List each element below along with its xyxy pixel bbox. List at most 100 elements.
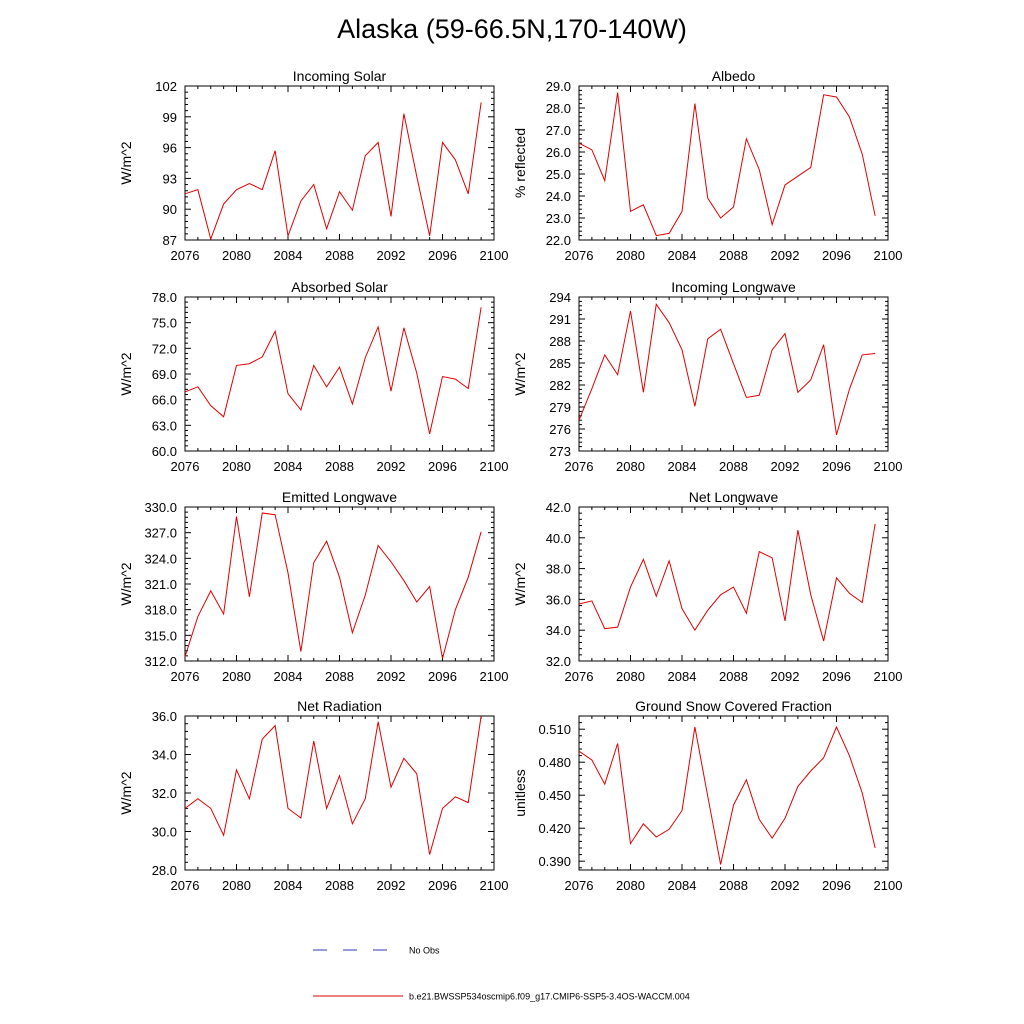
net-longwave-ytick-label: 40.0 (546, 531, 571, 546)
net-radiation-ytick-label: 34.0 (152, 748, 177, 763)
incoming-solar-ytick-label: 93 (163, 171, 177, 186)
incoming-solar-xtick-label: 2088 (325, 248, 354, 263)
emitted-longwave-xtick-label: 2088 (325, 669, 354, 684)
absorbed-solar-xtick-label: 2084 (274, 459, 303, 474)
emitted-longwave-ytick-label: 324.0 (144, 551, 177, 566)
incoming-longwave-ylabel: W/m^2 (512, 352, 528, 395)
emitted-longwave-xtick-label: 2100 (480, 669, 509, 684)
net-longwave-xtick-label: 2080 (616, 669, 645, 684)
emitted-longwave-ytick-label: 321.0 (144, 577, 177, 592)
incoming-longwave-title: Incoming Longwave (671, 279, 796, 295)
incoming-solar-xtick-label: 2076 (171, 248, 200, 263)
absorbed-solar-ytick-label: 75.0 (152, 316, 177, 331)
incoming-solar-panel: Incoming Solar W/m^2 2076 2080 2084 2088 2092 2… (118, 68, 508, 263)
incoming-solar-xtick-label: 2084 (274, 248, 303, 263)
emitted-longwave-xtick-label: 2080 (222, 669, 251, 684)
incoming-solar-xtick-label: 2096 (428, 248, 457, 263)
incoming-longwave-ytick-label: 282 (549, 378, 571, 393)
ground-snow-covered-fraction-xtick-label: 2076 (565, 878, 594, 893)
ground-snow-covered-fraction-ytick-label: 0.420 (538, 821, 571, 836)
ground-snow-covered-fraction-xtick-label: 2080 (616, 878, 645, 893)
absorbed-solar-xtick-label: 2100 (480, 459, 509, 474)
net-radiation-ytick-label: 32.0 (152, 786, 177, 801)
panels: Incoming Solar W/m^2 2076 2080 2084 2088 2092 2… (118, 68, 902, 893)
ground-snow-covered-fraction-xtick-label: 2096 (822, 878, 851, 893)
albedo-ytick-label: 27.0 (546, 123, 571, 138)
absorbed-solar-ytick-label: 63.0 (152, 418, 177, 433)
ground-snow-covered-fraction-ylabel: unitless (512, 769, 528, 816)
incoming-solar-ytick-label: 96 (163, 141, 177, 156)
incoming-longwave-frame (578, 296, 889, 452)
incoming-longwave-ytick-label: 276 (549, 422, 571, 437)
albedo-ytick-label: 26.0 (546, 145, 571, 160)
absorbed-solar-ytick-label: 60.0 (152, 444, 177, 459)
incoming-solar-ytick-label: 90 (163, 202, 177, 217)
albedo-panel: Albedo % reflected 2076 2080 2084 2088 2092 209… (512, 68, 902, 263)
net-longwave-xtick-label: 2076 (565, 669, 594, 684)
ground-snow-covered-fraction-title: Ground Snow Covered Fraction (635, 698, 832, 714)
ground-snow-covered-fraction-panel: Ground Snow Covered Fraction unitless 2076… (512, 698, 902, 893)
legend: No Obs b.e21.BWSSP534oscmip6.f09_g17.CMI… (313, 946, 690, 1002)
absorbed-solar-ytick-label: 69.0 (152, 367, 177, 382)
net-radiation-xtick-label: 2084 (274, 878, 303, 893)
absorbed-solar-ytick-label: 66.0 (152, 393, 177, 408)
net-longwave-xtick-label: 2084 (668, 669, 697, 684)
incoming-solar-ytick-label: 99 (163, 110, 177, 125)
incoming-solar-frame (184, 85, 495, 241)
figure-title: Alaska (59-66.5N,170-140W) (337, 14, 687, 44)
incoming-longwave-ytick-label: 291 (549, 312, 571, 327)
net-longwave-ytick-label: 42.0 (546, 500, 571, 515)
net-radiation-series-line (184, 715, 482, 855)
incoming-solar-xtick-label: 2100 (480, 248, 509, 263)
net-radiation-ytick-label: 30.0 (152, 825, 177, 840)
net-radiation-xtick-label: 2092 (377, 878, 406, 893)
net-radiation-frame (184, 715, 495, 871)
incoming-longwave-xtick-label: 2100 (874, 459, 903, 474)
albedo-ytick-label: 25.0 (546, 167, 571, 182)
net-radiation-xtick-label: 2096 (428, 878, 457, 893)
emitted-longwave-xtick-label: 2076 (171, 669, 200, 684)
ground-snow-covered-fraction-xtick-label: 2088 (719, 878, 748, 893)
incoming-longwave-ytick-label: 285 (549, 356, 571, 371)
incoming-longwave-ytick-label: 273 (549, 444, 571, 459)
emitted-longwave-ytick-label: 318.0 (144, 603, 177, 618)
net-longwave-xtick-label: 2096 (822, 669, 851, 684)
incoming-longwave-ytick-label: 288 (549, 334, 571, 349)
absorbed-solar-xtick-label: 2096 (428, 459, 457, 474)
albedo-ytick-label: 29.0 (546, 79, 571, 94)
net-longwave-ytick-label: 32.0 (546, 654, 571, 669)
net-radiation-panel: Net Radiation W/m^2 2076 2080 2084 2088 2092 20… (118, 698, 508, 893)
incoming-longwave-xtick-label: 2084 (668, 459, 697, 474)
emitted-longwave-xtick-label: 2096 (428, 669, 457, 684)
net-radiation-xtick-label: 2100 (480, 878, 509, 893)
legend-model-label: b.e21.BWSSP534oscmip6.f09_g17.CMIP6-SSP5… (409, 992, 690, 1002)
incoming-longwave-xtick-label: 2092 (771, 459, 800, 474)
incoming-longwave-xtick-label: 2096 (822, 459, 851, 474)
ground-snow-covered-fraction-series-line (578, 725, 876, 865)
absorbed-solar-ytick-label: 78.0 (152, 290, 177, 305)
net-radiation-xtick-label: 2076 (171, 878, 200, 893)
net-longwave-ytick-label: 38.0 (546, 562, 571, 577)
albedo-ytick-label: 28.0 (546, 101, 571, 116)
incoming-solar-ytick-label: 87 (163, 233, 177, 248)
emitted-longwave-ytick-label: 330.0 (144, 500, 177, 515)
ground-snow-covered-fraction-xtick-label: 2084 (668, 878, 697, 893)
emitted-longwave-title: Emitted Longwave (282, 489, 397, 505)
incoming-solar-xtick-label: 2092 (377, 248, 406, 263)
albedo-ytick-label: 22.0 (546, 233, 571, 248)
ground-snow-covered-fraction-xtick-label: 2092 (771, 878, 800, 893)
net-radiation-xtick-label: 2088 (325, 878, 354, 893)
albedo-ytick-label: 24.0 (546, 189, 571, 204)
legend-obs-label: No Obs (409, 946, 440, 956)
albedo-xtick-label: 2092 (771, 248, 800, 263)
incoming-solar-xtick-label: 2080 (222, 248, 251, 263)
net-radiation-title: Net Radiation (297, 698, 382, 714)
net-radiation-xtick-label: 2080 (222, 878, 251, 893)
net-longwave-xtick-label: 2092 (771, 669, 800, 684)
net-radiation-ylabel: W/m^2 (118, 771, 134, 814)
net-longwave-panel: Net Longwave W/m^2 2076 2080 2084 2088 2092 209… (512, 489, 902, 684)
absorbed-solar-series-line (184, 307, 482, 434)
absorbed-solar-ylabel: W/m^2 (118, 352, 134, 395)
absorbed-solar-xtick-label: 2080 (222, 459, 251, 474)
